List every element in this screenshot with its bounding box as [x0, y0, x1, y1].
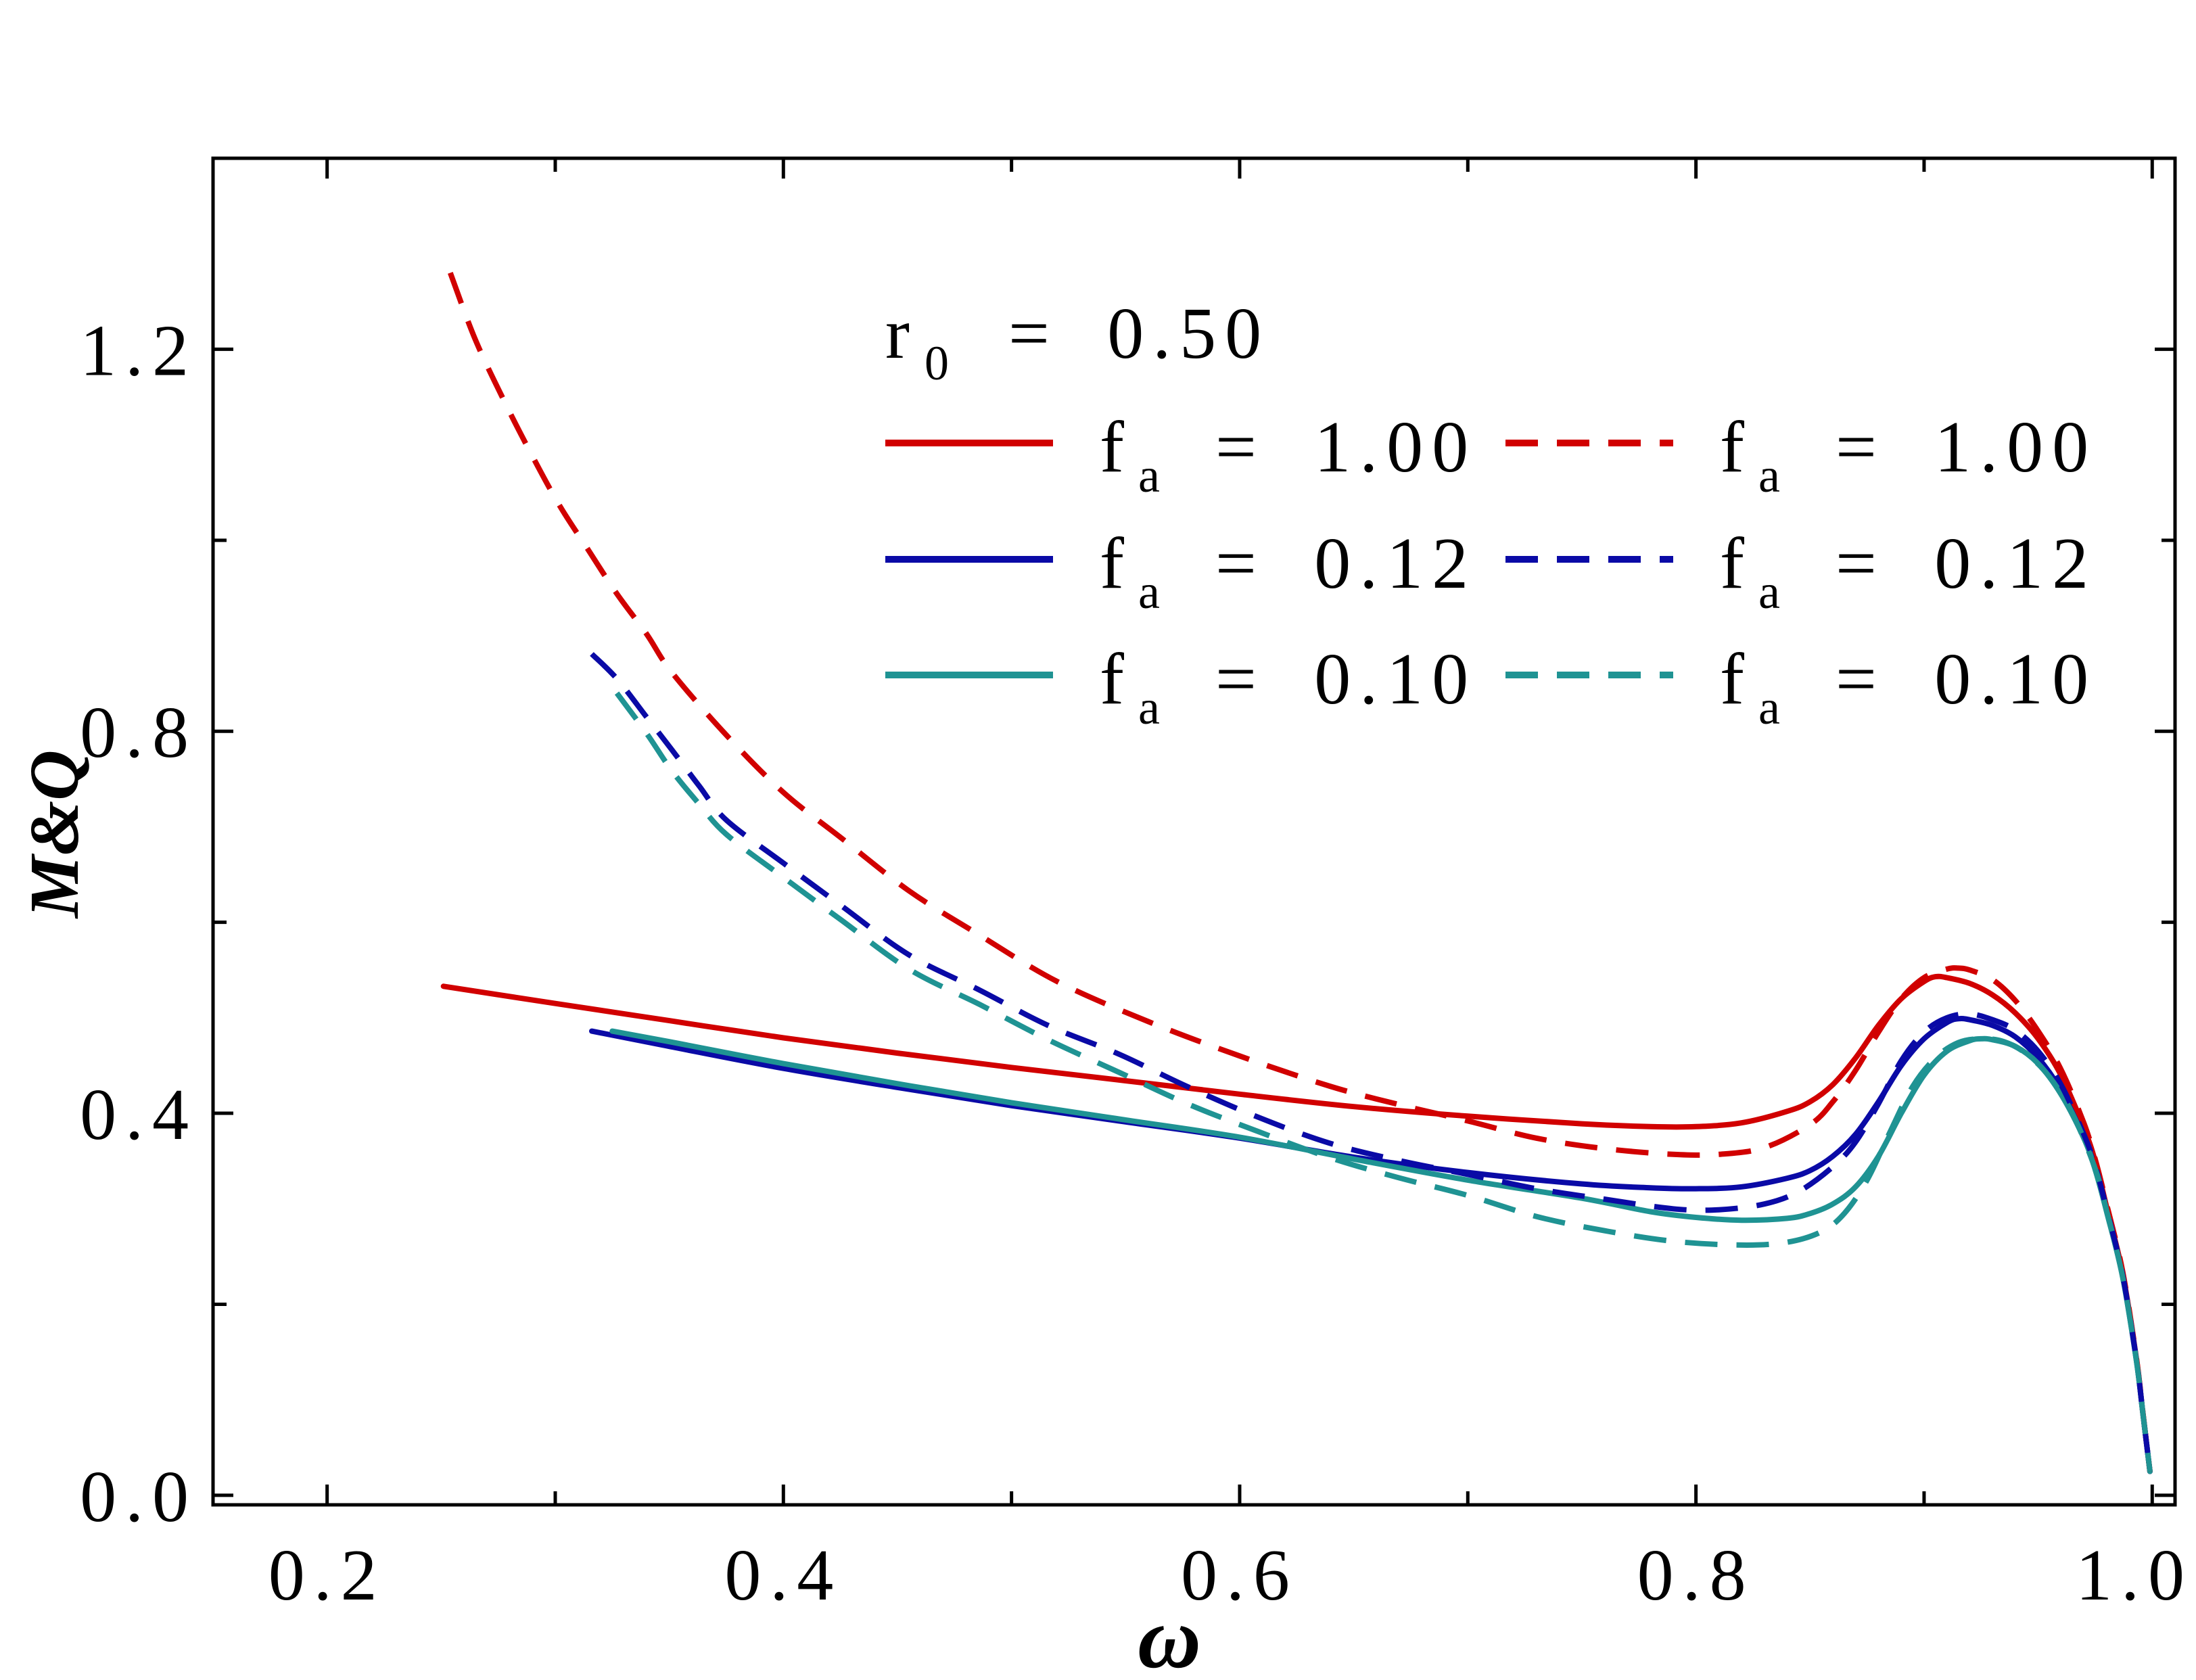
legend-label-value: = 0.10 [1215, 639, 1477, 720]
x-tick-label: 0.4 [724, 1535, 842, 1616]
plot-frame [211, 156, 2177, 1507]
y-tick-label: 1.2 [80, 310, 197, 391]
legend-title-symbol: r [885, 294, 918, 374]
legend-label-value: = 1.00 [1836, 407, 2097, 488]
legend-label-dashed-2: f a = 0.10 [1720, 639, 2097, 734]
tick-marks [213, 158, 2175, 1505]
y-axis-label: M&Q [16, 750, 93, 919]
legend-label-value: = 0.10 [1836, 639, 2097, 720]
legend-label-symbol: f [1100, 639, 1133, 720]
legend: r 0 = 0.50 f a = 1.00f a = 0.12f a = 0.10f a = 1… [0, 0, 2097, 734]
legend-title-value: = 0.50 [1008, 294, 1270, 374]
series-line-dashed-3 [448, 271, 2153, 1472]
legend-label-subscript: a [1138, 565, 1160, 619]
legend-label-value: = 0.12 [1215, 523, 1477, 604]
legend-label-value: = 1.00 [1215, 407, 1477, 488]
x-tick-label: 1.0 [2076, 1535, 2193, 1616]
legend-label-solid-0: f a = 1.00 [1100, 407, 1477, 503]
legend-title-subscript: 0 [925, 336, 949, 390]
legend-label-dashed-0: f a = 1.00 [1720, 407, 2097, 503]
legend-label-subscript: a [1138, 680, 1160, 734]
y-tick-label: 0.4 [80, 1075, 197, 1155]
legend-label-symbol: f [1720, 407, 1753, 488]
legend-label-subscript: a [1758, 565, 1780, 619]
y-tick-label: 0.0 [80, 1457, 197, 1537]
legend-label-symbol: f [1720, 523, 1753, 604]
legend-title: r 0 = 0.50 [0, 0, 1613, 396]
tick-labels: 0.2 0.4 0.6 0.8 1.0 0.0 0.4 0.8 1.2 [80, 310, 2193, 1616]
legend-label-solid-1: f a = 0.12 [1100, 523, 1477, 619]
series-line-dashed-5 [614, 691, 2153, 1472]
legend-label-subscript: a [1758, 448, 1780, 503]
series-group [440, 271, 2153, 1474]
x-tick-label: 0.2 [268, 1535, 386, 1616]
legend-label-subscript: a [1758, 680, 1780, 734]
y-tick-label: 0.8 [80, 693, 197, 773]
legend-label-dashed-1: f a = 0.12 [1720, 523, 2097, 619]
x-tick-label: 0.8 [1637, 1535, 1755, 1616]
legend-label-symbol: f [1720, 639, 1753, 720]
legend-label-value: = 0.12 [1836, 523, 2097, 604]
legend-label-subscript: a [1138, 448, 1160, 503]
legend-label-solid-2: f a = 0.10 [1100, 639, 1477, 734]
legend-label-symbol: f [1100, 523, 1133, 604]
legend-label-symbol: f [1100, 407, 1133, 488]
x-tick-label: 0.6 [1181, 1535, 1299, 1616]
x-axis-label: ω [1138, 1589, 1201, 1680]
